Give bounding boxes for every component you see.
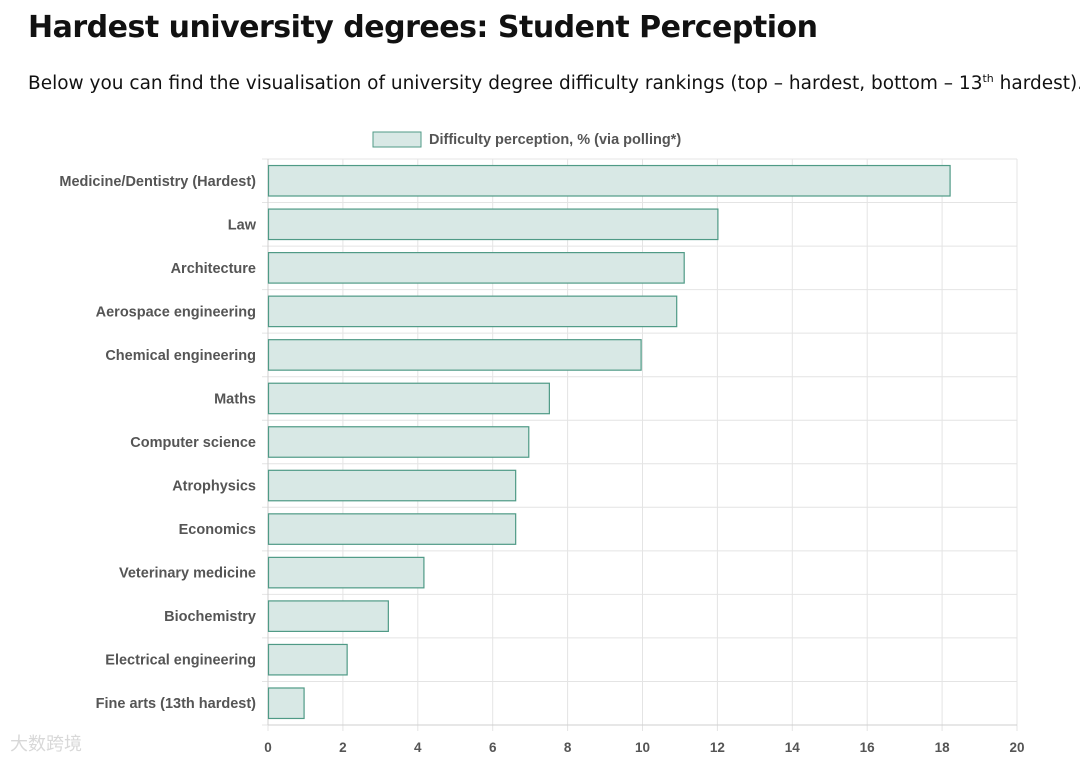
category-label-1: Law [228,217,257,233]
bar-9[interactable] [267,556,425,589]
bar-4[interactable] [267,339,642,371]
category-label-10: Biochemistry [164,609,256,625]
bar-10[interactable] [267,600,389,632]
category-label-4: Chemical engineering [105,348,256,364]
x-tick-label-5: 10 [635,740,650,755]
page-subtitle: Below you can find the visualisation of … [28,72,1080,94]
subtitle-text-end: hardest). [993,73,1080,95]
page-title: Hardest university degrees: Student Perc… [28,10,818,45]
legend[interactable]: Difficulty perception, % (via polling*) [372,131,681,148]
category-labels: Medicine/Dentistry (Hardest) Law Architect… [59,174,256,712]
bars [267,164,951,720]
category-label-5: Maths [214,391,256,407]
bar-11[interactable] [267,643,348,676]
x-tick-label-1: 2 [339,740,347,755]
x-tick-label-10: 20 [1009,740,1024,755]
category-label-3: Aerospace engineering [96,304,256,320]
bar-6[interactable] [267,426,530,458]
bar-1[interactable] [267,208,719,241]
x-tick-label-4: 8 [564,740,572,755]
category-label-6: Computer science [130,435,256,451]
legend-label: Difficulty perception, % (via polling*) [429,132,681,148]
x-tick-label-2: 4 [414,740,422,755]
category-label-0: Medicine/Dentistry (Hardest) [59,174,256,190]
bar-7[interactable] [267,469,517,502]
watermark-logo: 大数跨境 [10,734,82,755]
legend-swatch [372,131,422,148]
category-label-12: Fine arts (13th hardest) [96,696,257,712]
bar-3[interactable] [267,295,678,328]
category-label-7: Atrophysics [172,479,256,495]
category-label-9: Veterinary medicine [119,566,256,582]
category-label-2: Architecture [171,261,256,277]
bar-2[interactable] [267,252,685,284]
x-axis-ticks: 0 2 4 6 8 10 12 14 16 18 20 [264,740,1024,755]
x-tick-label-7: 14 [785,740,801,755]
bar-8[interactable] [267,513,517,545]
subtitle-text: Below you can find the visualisation of … [28,73,983,95]
category-label-8: Economics [179,522,256,538]
x-tick-label-6: 12 [710,740,725,755]
bar-12[interactable] [267,687,305,720]
subtitle-superscript: th [982,72,994,85]
grid [262,158,1018,731]
x-tick-label-3: 6 [489,740,497,755]
x-tick-label-0: 0 [264,740,272,755]
bar-5[interactable] [267,382,550,415]
x-tick-label-9: 18 [935,740,951,755]
bar-0[interactable] [267,164,951,197]
x-tick-label-8: 16 [860,740,876,755]
category-label-11: Electrical engineering [105,653,256,669]
